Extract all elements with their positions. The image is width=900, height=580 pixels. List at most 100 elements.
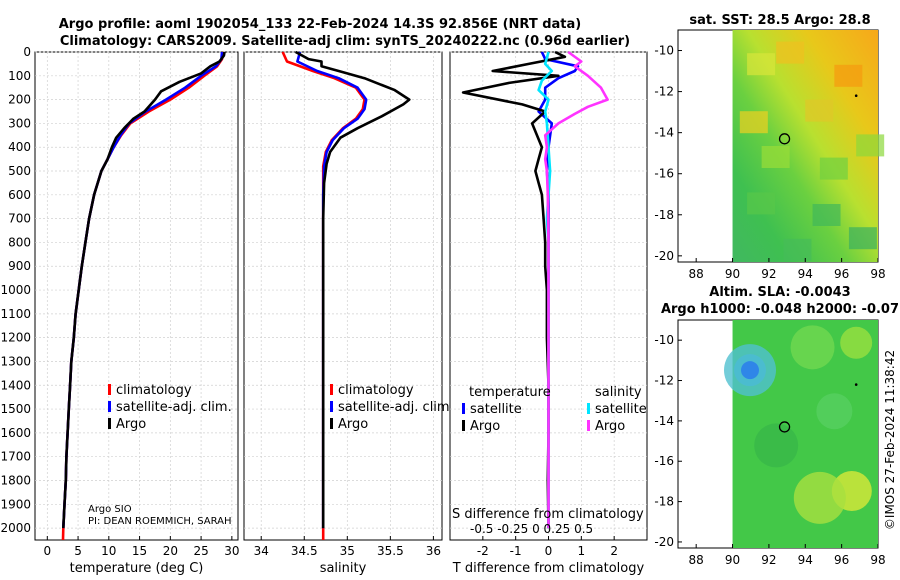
- legend-label: climatology: [338, 383, 414, 398]
- pi-label: PI: DEAN ROEMMICH, SARAH: [88, 516, 232, 527]
- sst-patch: [761, 146, 790, 168]
- map-lat-label: -20: [654, 249, 674, 263]
- map-lon-label: 92: [761, 267, 776, 281]
- map-lat-label: -14: [654, 126, 674, 140]
- x-tick-label: 0: [545, 544, 553, 558]
- sst-patch: [848, 227, 877, 250]
- legend-swatch: [108, 418, 111, 429]
- legend-label: satellite: [470, 402, 522, 417]
- x-tick-label: 15: [132, 544, 147, 558]
- map-lon-label: 96: [834, 553, 849, 567]
- legend-label: satellite: [595, 402, 647, 417]
- sst-patch: [776, 41, 805, 64]
- map-lon-label: 90: [725, 267, 740, 281]
- sla-low-core: [741, 361, 759, 380]
- salinity-diff-tick-labels: -0.5 -0.25 0 0.25 0.5: [470, 522, 593, 536]
- x-axis-label: T difference from climatology: [452, 561, 645, 576]
- map-lon-label: 98: [870, 267, 885, 281]
- x-tick-label: -2: [477, 544, 489, 558]
- map-lon-label: 94: [798, 267, 813, 281]
- y-tick-label: 800: [8, 235, 31, 249]
- panel-difference: -2 -1 0 1 2 T difference from climatology temp…: [449, 50, 648, 576]
- legend-label: climatology: [116, 383, 192, 398]
- y-tick-label: 0: [23, 45, 31, 59]
- sla-blob: [793, 471, 846, 524]
- island-marker: [854, 383, 858, 386]
- y-tick-label: 100: [8, 69, 31, 83]
- y-tick-label: 200: [8, 93, 31, 107]
- title-line-2: Climatology: CARS2009. Satellite-adj cli…: [60, 34, 630, 49]
- sla-blob: [816, 393, 853, 430]
- map-lon-label: 98: [870, 553, 885, 567]
- salinity-diff-axis-label: S difference from climatology: [452, 507, 644, 522]
- legend-swatch: [587, 420, 590, 431]
- source-label: Argo SIO: [88, 504, 132, 515]
- x-tick-label: 1: [578, 544, 586, 558]
- x-tick-label: 35.5: [377, 544, 404, 558]
- y-tick-label: 300: [8, 116, 31, 130]
- y-tick-label: 500: [8, 164, 31, 178]
- x-tick-label: 30: [224, 544, 239, 558]
- y-tick-label: 2000: [0, 521, 31, 535]
- map-lat-label: -10: [654, 333, 674, 347]
- map-lat-label: -16: [654, 454, 674, 468]
- map-lon-label: 88: [689, 553, 704, 567]
- sst-patch: [747, 192, 776, 215]
- float-position-marker: [778, 421, 791, 433]
- x-tick-label: 35: [340, 544, 355, 558]
- y-tick-label: 1400: [0, 378, 31, 392]
- y-tick-label: 900: [8, 259, 31, 273]
- y-tick-label: 400: [8, 140, 31, 154]
- legend-swatch: [330, 384, 333, 395]
- island-marker: [854, 94, 858, 97]
- panel-frame: [243, 51, 443, 541]
- legend-swatch: [462, 403, 465, 414]
- credit-label: ©IMOS 27-Feb-2024 11:38:42: [883, 350, 897, 530]
- y-tick-label: 600: [8, 188, 31, 202]
- x-axis-label: temperature (deg C): [70, 561, 204, 576]
- map2-title-2: Argo h1000: -0.048 h2000: -0.07: [661, 302, 899, 317]
- x-tick-label: 5: [74, 544, 82, 558]
- x-axis-label: salinity: [320, 561, 367, 576]
- x-tick-label: 10: [101, 544, 116, 558]
- sst-patch: [812, 204, 841, 226]
- sst-patch: [819, 157, 848, 180]
- sst-patch: [783, 238, 812, 261]
- series-line-black: [295, 50, 411, 529]
- legend-swatch: [462, 420, 465, 431]
- map-lat-label: -18: [654, 495, 674, 509]
- map-lat-label: -12: [654, 374, 674, 388]
- x-tick-label: 25: [193, 544, 208, 558]
- map-lat-label: -14: [654, 414, 674, 428]
- map-lat-label: -18: [654, 208, 674, 222]
- map1-title: sat. SST: 28.5 Argo: 28.8: [689, 13, 870, 28]
- y-tick-label: 1000: [0, 283, 31, 297]
- map-lon-label: 90: [725, 553, 740, 567]
- series-line-magenta: [543, 50, 609, 529]
- map-lon-label: 96: [834, 267, 849, 281]
- series-line-black: [62, 51, 226, 529]
- map2-title-1: Altim. SLA: -0.0043: [709, 285, 850, 300]
- legend-label: Argo: [595, 419, 625, 434]
- map-lat-label: -20: [654, 535, 674, 549]
- map-lon-label: 94: [798, 553, 813, 567]
- x-tick-label: 20: [163, 544, 178, 558]
- y-tick-label: 700: [8, 212, 31, 226]
- sst-patch: [747, 53, 776, 76]
- y-tick-label: 1200: [0, 331, 31, 345]
- legend-swatch: [330, 418, 333, 429]
- sst-patch: [739, 111, 768, 134]
- map-lat-label: -12: [654, 85, 674, 99]
- legend-swatch: [330, 401, 333, 412]
- sla-blob: [840, 326, 873, 359]
- map-lat-label: -16: [654, 167, 674, 181]
- x-tick-label: -1: [510, 544, 522, 558]
- x-tick-label: 2: [610, 544, 618, 558]
- y-tick-label: 1900: [0, 497, 31, 511]
- sst-patch: [805, 99, 834, 122]
- legend-label: satellite-adj. clim.: [338, 400, 454, 415]
- legend-header-salinity: salinity: [595, 385, 642, 400]
- y-tick-label: 1500: [0, 402, 31, 416]
